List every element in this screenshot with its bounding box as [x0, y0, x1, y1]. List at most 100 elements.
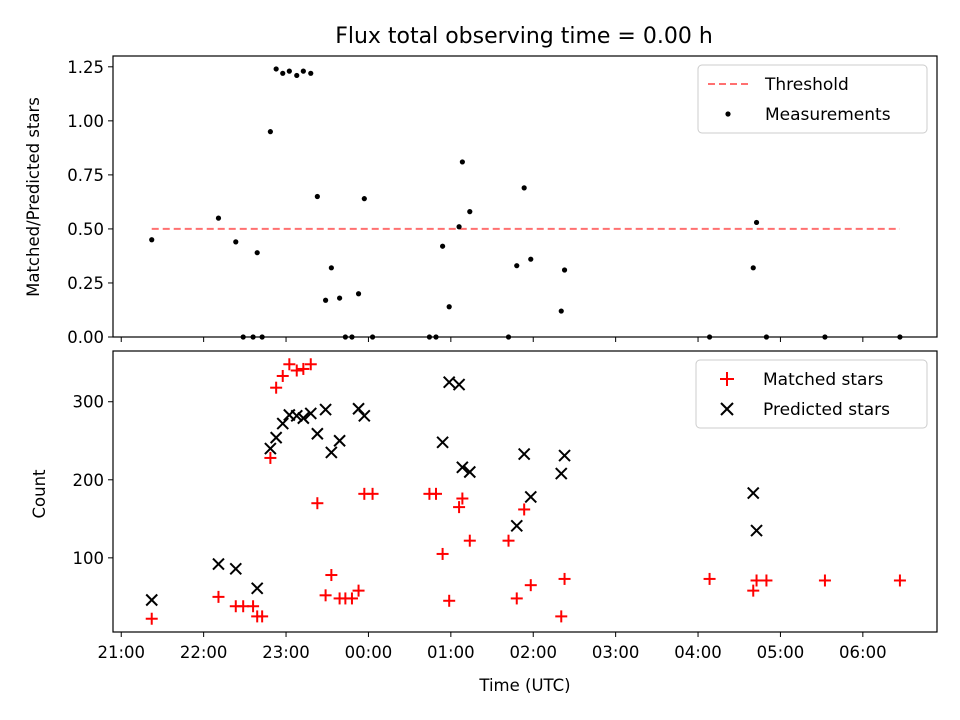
x-tick-label: 06:00	[839, 643, 887, 662]
measurements-legend-label: Measurements	[765, 105, 891, 125]
measurement-point	[750, 265, 756, 271]
matched-star-point	[304, 358, 317, 371]
threshold-legend-label: Threshold	[764, 75, 849, 95]
matched-star-point	[456, 492, 469, 505]
count-y-axis-label: Count	[30, 469, 49, 519]
measurement-point	[337, 295, 343, 301]
matched-star-point	[264, 451, 277, 464]
predicted-star-point	[290, 409, 303, 422]
ratio-axes: 0.00 0.25 0.50 0.75 1.00 1.25	[67, 58, 864, 347]
matched-star-point	[290, 364, 303, 377]
matched-star-point	[145, 612, 158, 625]
measurement-point	[528, 256, 534, 262]
predicted-star-point	[524, 490, 537, 504]
measurement-point	[558, 308, 564, 314]
matched-star-point	[453, 501, 466, 514]
measurement-point	[267, 129, 273, 135]
count-axes: 100 200 300 21:00 22:00 23:00 00:00 01:00 02:00 0…	[73, 393, 887, 662]
matched-star-point	[212, 590, 225, 603]
measurement-point	[215, 215, 222, 221]
ratio-legend: Threshold Measurements	[697, 64, 928, 134]
ratio-y-tick-label: 0.00	[67, 328, 104, 347]
measurement-point	[328, 265, 334, 271]
predicted-star-point	[358, 409, 371, 422]
measurement-point	[440, 243, 446, 249]
predicted-star-point	[297, 411, 310, 425]
matched-star-point	[345, 592, 358, 605]
matched-star-point	[893, 574, 906, 587]
ratio-y-tick-label: 1.00	[67, 112, 104, 131]
measurements-legend-marker	[725, 111, 731, 117]
matched-star-point	[319, 589, 332, 602]
matched-star-point	[297, 362, 310, 375]
x-tick-label: 03:00	[592, 643, 640, 662]
ratio-y-tick-label: 0.25	[67, 274, 104, 293]
x-tick-label: 23:00	[262, 643, 310, 662]
predicted-star-point	[463, 465, 476, 479]
predicted-star-point	[319, 403, 332, 416]
measurement-point	[273, 66, 279, 72]
matched-star-point	[518, 503, 531, 516]
matched-legend-marker	[720, 372, 734, 386]
matched-star-point	[256, 610, 269, 623]
measurement-point	[322, 297, 329, 303]
x-tick-label: 22:00	[180, 643, 228, 662]
matched-star-point	[430, 487, 443, 500]
ratio-legend-box	[697, 64, 928, 134]
matched-star-point	[524, 579, 537, 592]
matched-star-point	[276, 369, 289, 382]
matched-star-point	[443, 594, 456, 607]
predicted-legend-label: Predicted stars	[763, 400, 890, 420]
predicted-star-point	[517, 447, 531, 461]
matched-star-point	[366, 487, 379, 500]
predicted-star-point	[145, 593, 158, 607]
predicted-star-point	[436, 436, 449, 449]
matched-star-point	[247, 600, 260, 613]
measurement-point	[308, 70, 314, 76]
matched-star-point	[747, 584, 760, 597]
predicted-star-point	[229, 562, 242, 575]
predicted-star-point	[276, 417, 289, 430]
predicted-star-point	[555, 467, 568, 480]
measurement-point	[254, 250, 260, 256]
matched-star-point	[270, 381, 283, 394]
matched-star-point	[436, 547, 449, 560]
matched-star-point	[502, 534, 515, 547]
measurement-point	[521, 185, 527, 191]
measurement-point	[753, 219, 760, 226]
count-y-tick-label: 100	[73, 549, 105, 568]
predicted-star-point	[304, 407, 317, 420]
matched-star-point	[283, 358, 296, 371]
predicted-star-point	[311, 427, 324, 440]
measurement-point	[286, 68, 292, 74]
predicted-star-point	[750, 524, 763, 537]
ratio-panel: 0.00 0.25 0.50 0.75 1.00 1.25 Matched/Predict…	[24, 55, 938, 347]
predicted-star-point	[250, 582, 264, 595]
matched-star-point	[818, 574, 831, 587]
matched-star-point	[352, 584, 365, 597]
predicted-star-point	[333, 434, 346, 447]
predicted-star-point	[452, 378, 466, 391]
ratio-panel-frame	[112, 55, 938, 338]
x-tick-label: 21:00	[97, 643, 145, 662]
measurement-point	[467, 209, 473, 215]
matched-star-point	[325, 569, 338, 582]
matched-star-point	[311, 497, 324, 510]
predicted-legend-marker	[720, 402, 734, 416]
measurement-point	[300, 68, 306, 74]
measurement-point	[456, 224, 462, 230]
count-legend-box	[695, 359, 928, 429]
x-tick-label: 02:00	[509, 643, 557, 662]
x-tick-label: 00:00	[345, 643, 393, 662]
predicted-star-point	[456, 461, 469, 474]
predicted-star-point	[510, 519, 523, 533]
ratio-y-tick-label: 0.75	[67, 166, 104, 185]
measurement-point	[314, 193, 320, 200]
x-axis-label: Time (UTC)	[478, 676, 570, 695]
ratio-y-tick-label: 1.25	[67, 58, 104, 77]
predicted-star-point	[269, 431, 283, 444]
measurement-point	[294, 72, 300, 79]
matched-star-point	[558, 572, 571, 585]
measurement-point	[561, 267, 568, 273]
